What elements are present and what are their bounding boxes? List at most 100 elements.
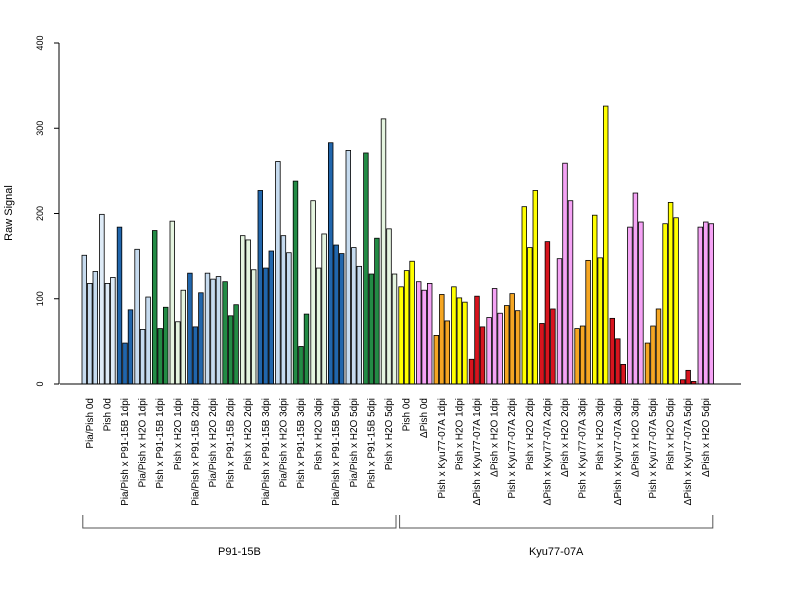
- group-label: Kyu77-07A: [529, 546, 584, 558]
- bar: [521, 206, 527, 385]
- category-label: ΔPish x Kyu77-07A 2dpi: [542, 398, 553, 505]
- category-label: Pia/Pish 0d: [85, 398, 96, 449]
- bar: [215, 276, 222, 385]
- category-label: Pish x H2O 2dpi: [525, 398, 536, 470]
- bar: [685, 369, 691, 385]
- bar: [479, 326, 486, 385]
- category-label: Pish x P91-15B 3dpi: [296, 398, 307, 489]
- bar: [204, 272, 211, 385]
- bar: [310, 200, 316, 385]
- bar: [338, 253, 345, 385]
- y-tick-label: 300: [35, 121, 45, 136]
- category-label: Pish x P91-15B 5dpi: [366, 398, 377, 489]
- bar: [380, 118, 387, 385]
- bar: [227, 315, 234, 385]
- category-label: Pish x P91-15B 2dpi: [226, 398, 237, 489]
- bar: [222, 281, 228, 385]
- bar: [627, 226, 633, 385]
- bar: [268, 250, 274, 385]
- bar: [509, 293, 515, 385]
- category-label: Pish x Kyu77-07A 1dpi: [437, 398, 448, 499]
- bar: [597, 257, 603, 385]
- bar: [697, 226, 703, 385]
- bar: [157, 328, 163, 385]
- category-label: ΔPish 0d: [419, 398, 430, 438]
- bar: [298, 346, 304, 385]
- category-label: ΔPish x H2O 3dpi: [630, 398, 641, 477]
- bar: [139, 329, 146, 385]
- bar: [609, 317, 615, 385]
- bar: [462, 301, 468, 385]
- bar: [474, 295, 480, 385]
- bar: [491, 288, 498, 385]
- bar: [363, 152, 369, 385]
- category-label: Pia/Pish x H2O 5dpi: [349, 398, 360, 488]
- category-label: Pish x H2O 1dpi: [454, 398, 465, 470]
- bar: [321, 233, 327, 385]
- category-label: Pish 0d: [402, 398, 413, 431]
- group-label: P91-15B: [218, 546, 261, 558]
- category-label: Pish x H2O 3dpi: [595, 398, 606, 470]
- bar: [198, 292, 204, 385]
- category-label: Pish x H2O 3dpi: [314, 398, 325, 470]
- category-labels: Pia/Pish 0d Pish 0d Pia/Pish x P91-15B 1dp…: [85, 398, 712, 506]
- bar: [187, 272, 193, 385]
- bar: [327, 142, 334, 385]
- category-label: Pish x H2O 2dpi: [243, 398, 254, 470]
- bar: [250, 269, 257, 385]
- bar: [638, 221, 644, 385]
- bar: [562, 162, 568, 385]
- bar: [162, 306, 169, 385]
- bar: [486, 317, 492, 385]
- category-label: Pish x Kyu77-07A 2dpi: [507, 398, 518, 499]
- y-tick-label: 0: [35, 381, 45, 386]
- bar: [398, 286, 404, 385]
- bar: [99, 213, 105, 385]
- category-label: Pish x Kyu77-07A 5dpi: [648, 398, 659, 499]
- bar: [503, 305, 510, 385]
- category-label: Pia/Pish x P91-15B 3dpi: [261, 398, 272, 506]
- bar: [579, 325, 586, 385]
- category-label: Pish x Kyu77-07A 3dpi: [578, 398, 589, 499]
- bar: [257, 190, 263, 385]
- y-axis-title: Raw Signal: [3, 185, 15, 241]
- category-label: Pish x H2O 5dpi: [384, 398, 395, 470]
- bar: [451, 286, 457, 385]
- bar: [655, 308, 662, 385]
- bar: [426, 283, 433, 385]
- bar: [351, 247, 357, 385]
- bar: [550, 308, 556, 385]
- bar: [539, 323, 545, 385]
- bar: [245, 239, 251, 385]
- bar: [87, 283, 93, 385]
- bar: [409, 260, 415, 385]
- category-label: ΔPish x H2O 2dpi: [560, 398, 571, 477]
- bar: [104, 283, 111, 385]
- bar: [192, 326, 199, 385]
- bar: [515, 310, 521, 385]
- category-label: Pia/Pish x P91-15B 5dpi: [331, 398, 342, 506]
- category-label: Pish x P91-15B 1dpi: [155, 398, 166, 489]
- bar: [116, 226, 123, 385]
- group-bracket: [399, 515, 714, 529]
- bar: [673, 217, 679, 385]
- bar: [210, 278, 216, 385]
- bar: [169, 220, 175, 385]
- bar: [650, 325, 656, 385]
- bar: [662, 223, 668, 385]
- bar: [315, 267, 322, 385]
- y-tick-label: 100: [35, 291, 45, 306]
- category-label: ΔPish x H2O 1dpi: [490, 398, 501, 477]
- bar: [286, 252, 292, 385]
- bar: [468, 358, 475, 385]
- category-label: Pish x H2O 5dpi: [666, 398, 677, 470]
- bar: [497, 312, 503, 385]
- bar: [374, 237, 380, 385]
- bar: [433, 335, 439, 385]
- bar: [527, 247, 533, 385]
- bar: [403, 270, 410, 385]
- bar: [368, 273, 375, 385]
- bar: [574, 328, 580, 385]
- category-label: ΔPish x Kyu77-07A 3dpi: [613, 398, 624, 505]
- bar: [292, 180, 299, 385]
